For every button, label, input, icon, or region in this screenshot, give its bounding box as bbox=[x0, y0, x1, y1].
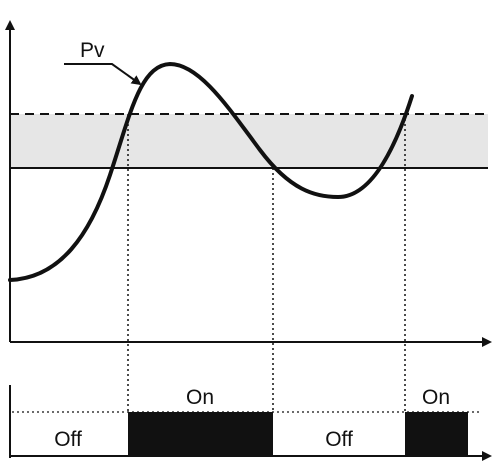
state-label-off-2: Off bbox=[325, 428, 353, 451]
pv-label: Pv bbox=[80, 39, 105, 62]
hysteresis-band bbox=[10, 114, 488, 168]
on-pulse-1 bbox=[128, 412, 273, 456]
pv-curve bbox=[8, 61, 414, 282]
state-label-on-1: On bbox=[186, 386, 214, 409]
state-label-off-1: Off bbox=[54, 428, 82, 451]
state-label-on-2: On bbox=[422, 386, 450, 409]
on-pulse-2 bbox=[405, 412, 468, 456]
pv-leader-line bbox=[64, 63, 142, 86]
